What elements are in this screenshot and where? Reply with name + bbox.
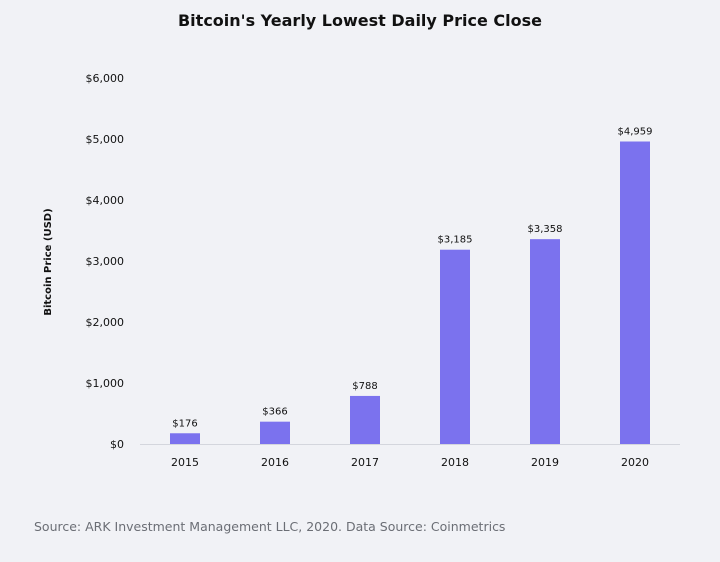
y-tick-label: $0 — [110, 438, 124, 451]
x-tick-label: 2020 — [621, 456, 649, 469]
bar — [350, 395, 380, 444]
bar-data-label: $366 — [262, 407, 287, 418]
y-axis-ticks: $0 $1,000 $2,000 $3,000 $4,000 $5,000 $6,000 — [86, 72, 125, 451]
chart: Bitcoin's Yearly Lowest Daily Price Clos… — [43, 11, 680, 469]
bar-data-label: $4,959 — [618, 127, 653, 138]
bar-data-label: $3,185 — [438, 235, 473, 246]
bar — [620, 141, 650, 444]
y-tick-label: $4,000 — [86, 194, 125, 207]
x-axis-ticks: 2015 2016 2017 2018 2019 2020 — [171, 456, 649, 469]
x-tick-label: 2015 — [171, 456, 199, 469]
source-note: Source: ARK Investment Management LLC, 2… — [34, 519, 506, 534]
bar — [170, 433, 200, 444]
y-tick-label: $1,000 — [86, 377, 125, 390]
x-tick-label: 2019 — [531, 456, 559, 469]
y-tick-label: $5,000 — [86, 133, 125, 146]
y-axis-label: Bitcoin Price (USD) — [43, 208, 54, 315]
bar — [260, 421, 290, 444]
y-tick-label: $6,000 — [86, 72, 125, 85]
bar-data-label: $3,358 — [528, 224, 563, 235]
chart-title: Bitcoin's Yearly Lowest Daily Price Clos… — [178, 11, 542, 30]
y-tick-label: $2,000 — [86, 316, 125, 329]
x-tick-label: 2016 — [261, 456, 289, 469]
bar — [440, 249, 470, 444]
bars: $176 $366 $788 $3,185 $3,358 $4,959 — [170, 127, 653, 444]
bar-data-label: $176 — [172, 418, 197, 429]
bar-data-label: $788 — [352, 381, 377, 392]
bar-chart-svg: Bitcoin's Yearly Lowest Daily Price Clos… — [43, 11, 680, 469]
x-tick-label: 2017 — [351, 456, 379, 469]
x-tick-label: 2018 — [441, 456, 469, 469]
bar — [530, 239, 560, 444]
y-tick-label: $3,000 — [86, 255, 125, 268]
